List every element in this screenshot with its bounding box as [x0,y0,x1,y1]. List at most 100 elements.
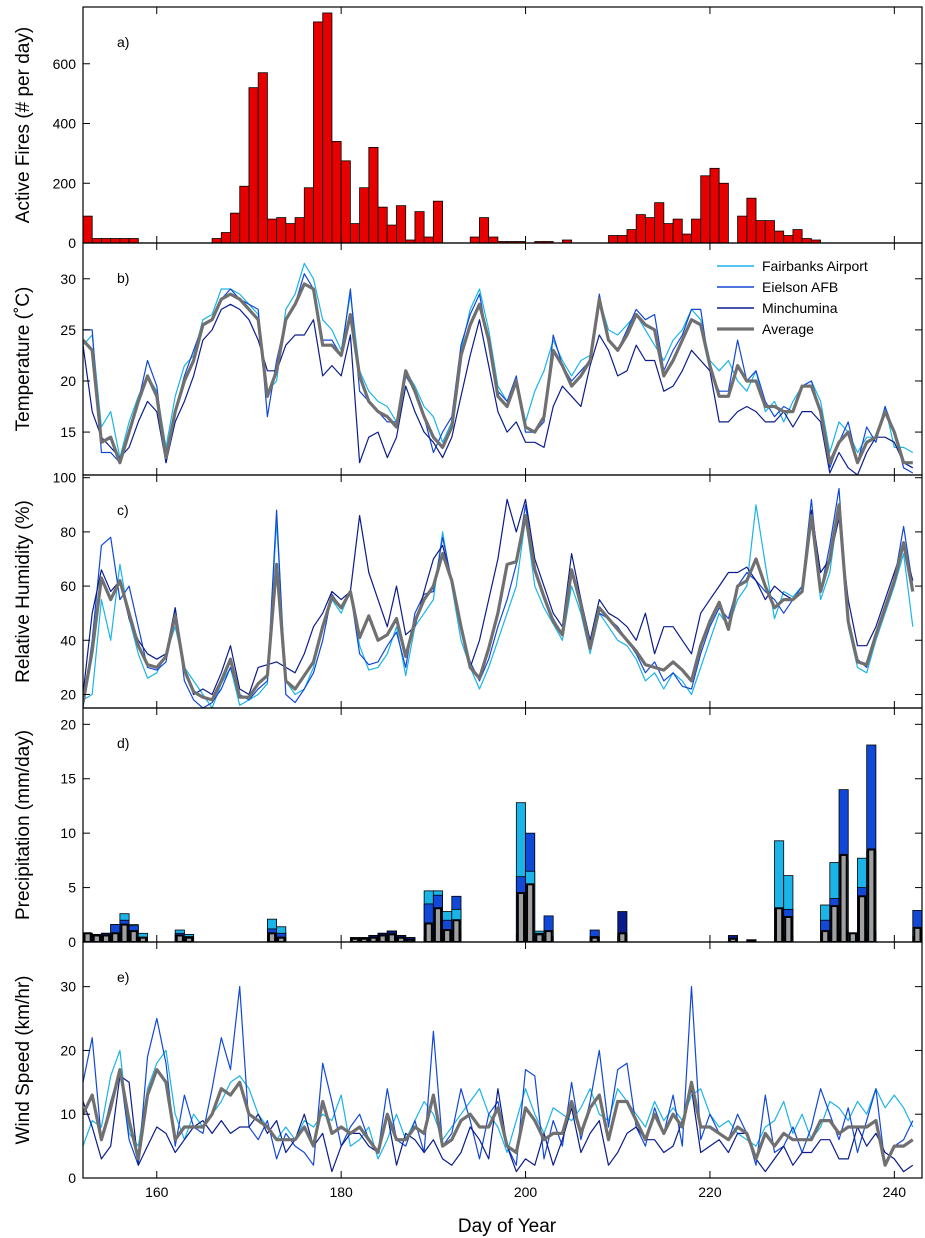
precip-bar-average [544,930,553,942]
fire-bar [83,215,93,243]
panel-frame [82,941,923,1179]
fire-bar [414,211,425,243]
fire-bar [488,236,499,243]
precip-bar-average [184,936,194,942]
plot-area-temperature [83,262,914,475]
fire-bar [792,229,803,243]
fire-bar [248,87,259,243]
x-tick-label: 200 [514,1184,538,1200]
fire-bar [331,141,342,243]
panel-precipitation: 0 5 10 15 20 d) Precipitation (mm/day) [13,707,923,950]
fire-bar [783,235,794,243]
fire-bar [672,218,683,243]
fire-bar [810,239,821,243]
precip-bar-average [138,936,148,942]
fire-bar [654,202,665,243]
y-tick-label: 20 [60,1042,76,1058]
y-tick-label: 100 [53,470,77,486]
y-tick-label: 0 [68,1170,76,1186]
legend-label: Average [762,321,814,337]
fire-bar [617,235,628,243]
y-tick-label: 15 [60,424,76,440]
precip-bar-average [120,923,129,942]
fire-bar [543,241,554,243]
plot-area-fires [83,12,821,243]
y-tick-label: 600 [53,56,77,72]
plot-area-precipitation [83,744,922,942]
fire-bar [294,217,305,243]
plot-area-wind [83,985,914,1173]
y-axis-title: Temperature (˚C) [13,287,34,432]
fire-bar [755,220,766,243]
x-tick-label: 160 [145,1184,169,1200]
fire-bar [681,233,692,243]
precip-bar-average [774,907,784,942]
series-line-average [83,1067,914,1167]
series-line-average [83,282,913,465]
y-tick-label: 15 [60,771,76,787]
precip-bar-fair [783,875,794,942]
fire-bar [101,238,112,243]
fire-bar [119,238,130,243]
y-tick-label: 40 [60,632,76,648]
panel-humidity: 20 40 60 80 100 c) Relative Humidity (%) [13,470,923,709]
y-tick-label: 20 [60,373,76,389]
y-axis-title: Active Fires (# per day) [13,27,34,223]
x-tick-label: 220 [698,1184,722,1200]
precip-bar-average [590,936,599,942]
precip-bar-average [526,883,535,942]
precip-bar-average [277,936,286,942]
fire-bar [377,206,388,243]
legend: Fairbanks Airport Eielson AFB Minchumina Av… [717,258,868,337]
fire-bar [211,238,222,243]
precip-bar-average [129,930,138,942]
y-tick-label: 25 [60,322,76,338]
fire-bar [469,236,480,243]
fire-bar [423,236,434,243]
precip-bar-average [387,933,396,942]
series-line-eielson [83,985,914,1166]
series-line-average [83,503,915,703]
fire-bar [368,147,379,243]
fire-bar [322,12,333,243]
fire-bar [220,232,231,243]
series-line-minchumina [83,498,914,696]
precip-bar-average [535,933,544,942]
precip-bar-average [839,853,848,942]
fire-bar [700,175,711,243]
fire-bar [608,235,619,243]
y-tick-label: 200 [53,175,77,191]
fire-bar [386,224,397,243]
fire-bar [230,212,241,243]
panel-frame [82,707,923,943]
y-tick-label: 400 [53,116,77,132]
fire-bar [359,187,370,243]
fire-bar [626,229,637,243]
fire-bar [239,185,250,243]
y-tick-label: 80 [60,524,76,540]
y-tick-label: 10 [60,1106,76,1122]
y-tick-label: 5 [68,880,76,896]
precip-bar-average [784,915,793,942]
precip-bar-average [867,848,876,942]
fire-bar [285,223,296,243]
y-tick-label: 30 [60,979,76,995]
precip-bar-average [516,892,526,942]
panel-letter: e) [117,969,129,985]
precip-bar-average [857,895,867,942]
panel-letter: b) [117,270,129,286]
y-tick-label: 10 [60,825,76,841]
precip-bar-average [396,936,406,942]
fire-bar [691,218,702,243]
precip-bar-eiel [543,915,554,942]
precip-bar-average [433,907,443,942]
precip-bar-average [830,905,839,942]
precip-bar-average [267,932,277,942]
series-line-eielson [83,487,914,708]
fire-bar [746,197,757,243]
legend-label: Minchumina [762,300,838,316]
series-line-minchumina [83,303,914,475]
precip-bar-average [443,929,452,942]
fire-bar [709,167,720,243]
fire-bar [110,238,121,243]
